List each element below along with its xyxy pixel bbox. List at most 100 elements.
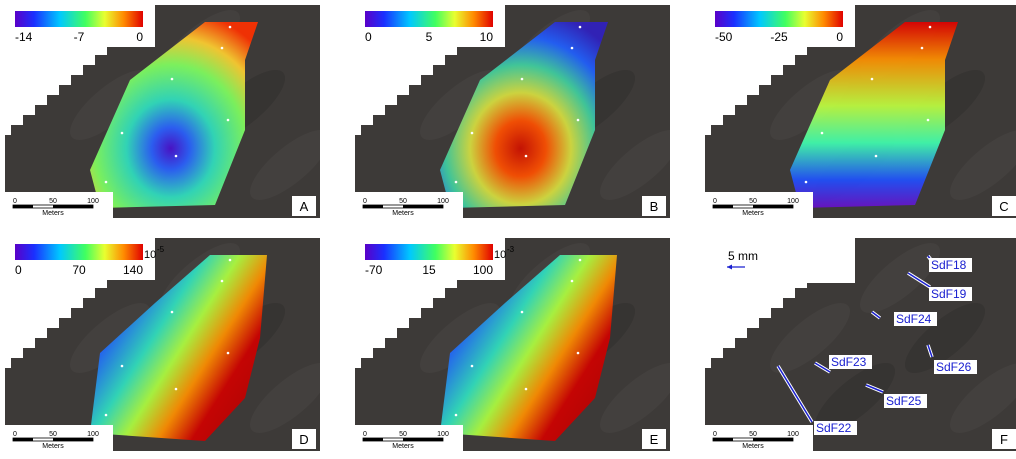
station-dot xyxy=(229,26,232,29)
scale-bar-segment xyxy=(363,205,383,208)
colorbar xyxy=(715,11,843,27)
map-panel: -14-70050100MetersA xyxy=(5,5,320,218)
station-dot xyxy=(921,47,924,50)
station-dot xyxy=(221,47,224,50)
scale-bar-segment xyxy=(53,205,93,208)
panel-letter: E xyxy=(650,432,659,447)
colorbar-tick-label: -50 xyxy=(715,30,733,44)
colorbar xyxy=(365,11,493,27)
station-dot xyxy=(227,119,230,122)
panel-letter: B xyxy=(650,199,659,214)
colorbar-exponent-base: 10 xyxy=(144,249,156,261)
scale-bar-segment xyxy=(753,205,793,208)
colorbar-tick-label: -70 xyxy=(365,263,383,277)
scale-bar-segment xyxy=(753,438,793,441)
station-dot xyxy=(525,155,528,158)
scale-bar-tick-label: 0 xyxy=(713,431,717,438)
scale-bar-tick-label: 0 xyxy=(363,431,367,438)
station-dot xyxy=(221,280,224,283)
station-dot xyxy=(105,414,108,417)
station-dot xyxy=(805,181,808,184)
scale-bar-tick-label: 0 xyxy=(13,198,17,205)
scale-bar-tick-label: 100 xyxy=(437,431,449,438)
scale-bar-tick-label: 0 xyxy=(363,198,367,205)
scale-bar-tick-label: 50 xyxy=(399,431,407,438)
colorbar-exponent-base: 10 xyxy=(494,249,506,261)
station-dot xyxy=(821,132,824,135)
station-dot xyxy=(521,78,524,81)
station-dot xyxy=(121,132,124,135)
station-label: SdF23 xyxy=(831,355,867,369)
station-dot xyxy=(871,78,874,81)
station-dot xyxy=(521,311,524,314)
colorbar-tick-label: 100 xyxy=(473,263,493,277)
station-dot xyxy=(577,119,580,122)
scale-bar-segment xyxy=(713,205,733,208)
colorbar xyxy=(15,244,143,260)
scale-bar-tick-label: 100 xyxy=(787,198,799,205)
station-label: SdF25 xyxy=(886,394,922,408)
scale-bar-tick-label: 0 xyxy=(13,431,17,438)
colorbar-tick-label: -14 xyxy=(15,30,33,44)
station-dot xyxy=(227,352,230,355)
scale-bar-unit: Meters xyxy=(392,210,414,217)
scale-bar-tick-label: 100 xyxy=(437,198,449,205)
station-dot xyxy=(579,259,582,262)
vector-scale-label: 5 mm xyxy=(728,249,758,263)
panel-letter: A xyxy=(300,199,309,214)
station-label: SdF18 xyxy=(931,258,967,272)
colorbar-exponent-power: -5 xyxy=(157,245,165,254)
station-dot xyxy=(571,47,574,50)
station-dot xyxy=(229,259,232,262)
station-dot xyxy=(171,311,174,314)
scale-bar-segment xyxy=(363,438,383,441)
station-dot xyxy=(927,119,930,122)
scale-bar-tick-label: 0 xyxy=(713,198,717,205)
panel-letter: C xyxy=(999,199,1008,214)
scale-bar-tick-label: 100 xyxy=(87,198,99,205)
scale-bar-segment xyxy=(13,438,33,441)
station-dot xyxy=(525,388,528,391)
colorbar-exponent-power: -3 xyxy=(507,245,515,254)
station-label: SdF26 xyxy=(936,360,972,374)
scale-bar-segment xyxy=(713,438,733,441)
map-panel: -50 -25 0 0 50 100 Meters C xyxy=(705,5,1016,218)
colorbar-tick-label: 5 xyxy=(426,30,433,44)
scale-bar-tick-label: 100 xyxy=(87,431,99,438)
colorbar-tick-label: 0 xyxy=(15,263,22,277)
station-dot xyxy=(171,78,174,81)
station-dot xyxy=(455,181,458,184)
colorbar-tick-label: 0 xyxy=(836,30,843,44)
station-dot xyxy=(471,132,474,135)
colorbar xyxy=(15,11,143,27)
scale-bar-unit: Meters xyxy=(42,443,64,450)
scale-bar-tick-label: 50 xyxy=(49,431,57,438)
scale-bar-unit: Meters xyxy=(742,210,764,217)
scale-bar-unit: Meters xyxy=(392,443,414,450)
scale-bar-tick-label: 100 xyxy=(787,431,799,438)
colorbar xyxy=(365,244,493,260)
scale-bar-unit: Meters xyxy=(42,210,64,217)
station-dot xyxy=(175,155,178,158)
scale-bar-tick-label: 50 xyxy=(399,198,407,205)
station-dot xyxy=(471,365,474,368)
panel-letter: D xyxy=(299,432,308,447)
station-dot xyxy=(875,155,878,158)
station-dot xyxy=(579,26,582,29)
scale-bar-tick-label: 50 xyxy=(749,198,757,205)
colorbar-tick-label: 15 xyxy=(422,263,436,277)
scale-bar-tick-label: 50 xyxy=(49,198,57,205)
panel-letter: F xyxy=(1000,432,1008,447)
colorbar-tick-label: -25 xyxy=(770,30,788,44)
station-dot xyxy=(175,388,178,391)
colorbar-tick-label: 10 xyxy=(480,30,494,44)
map-panel: 5 mmSdF18SdF19SdF24SdF23SdF26SdF25SdF220… xyxy=(705,238,1016,451)
station-label: SdF24 xyxy=(896,312,932,326)
scale-bar-tick-label: 50 xyxy=(749,431,757,438)
colorbar-tick-label: 0 xyxy=(365,30,372,44)
colorbar-tick-label: -7 xyxy=(74,30,85,44)
colorbar-tick-label: 140 xyxy=(123,263,143,277)
scale-bar-segment xyxy=(403,205,443,208)
